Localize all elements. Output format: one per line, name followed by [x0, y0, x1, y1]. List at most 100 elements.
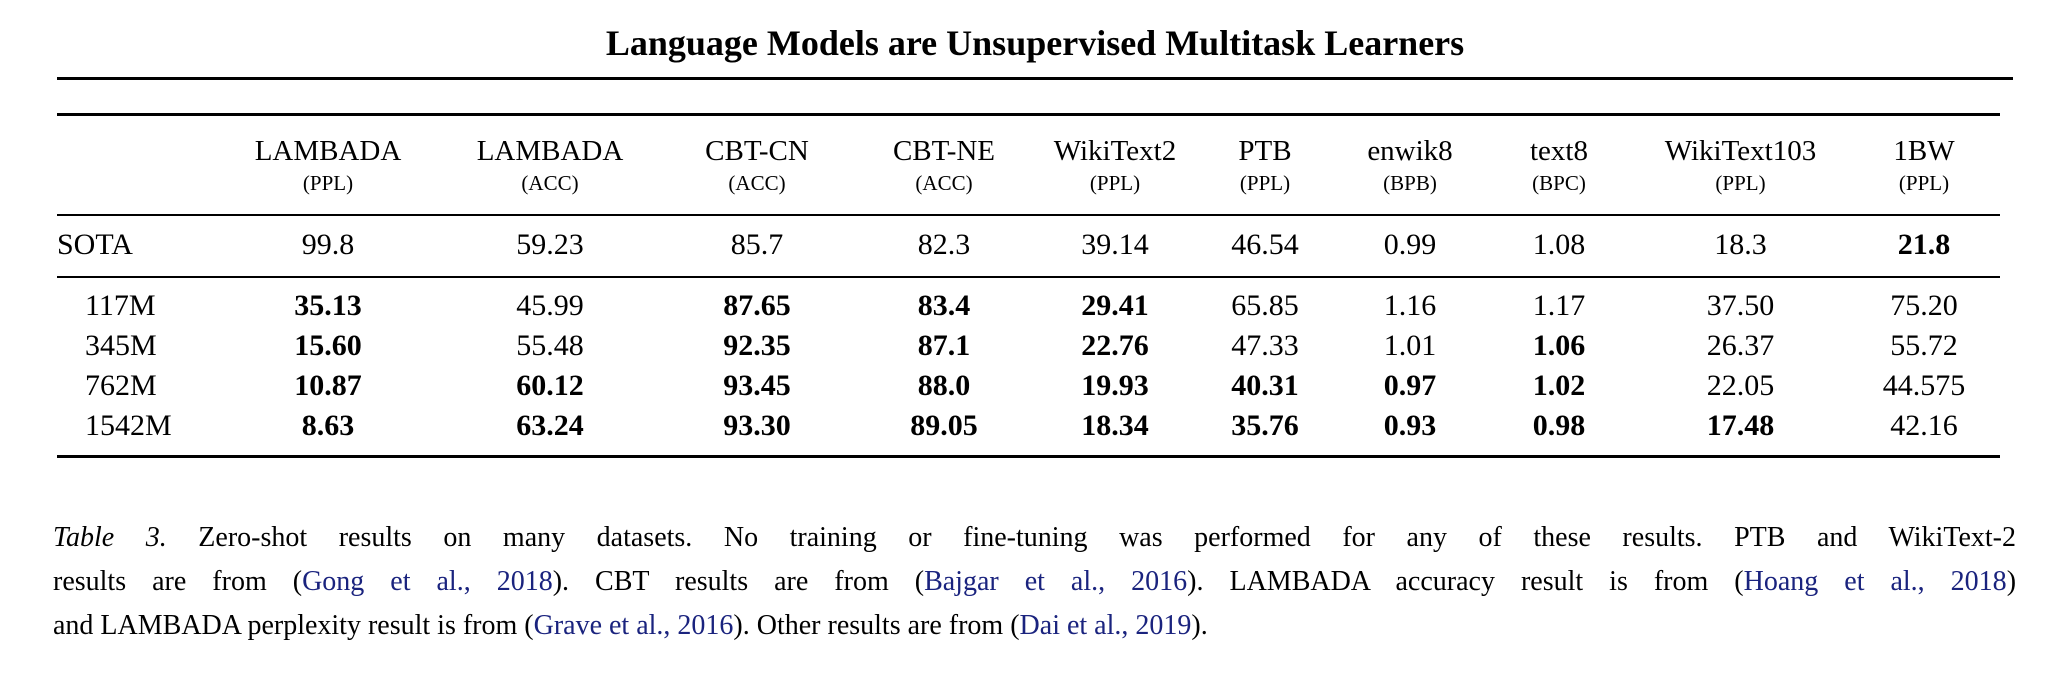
metric-value: 1.06 [1532, 329, 1586, 362]
citation-link[interactable]: Hoang et al., 2018 [1743, 566, 2007, 597]
caption-text: ) [2006, 566, 2017, 597]
metric-value: 59.23 [439, 215, 661, 278]
metric-value: 44.575 [1882, 369, 1966, 402]
column-unit: (PPL) [217, 168, 439, 216]
metric-value: 65.85 [1231, 289, 1299, 322]
column-header: 1BW [1893, 135, 1955, 167]
metric-value: 10.87 [294, 369, 362, 402]
metric-value: 37.50 [1706, 289, 1775, 322]
metric-value: 87.1 [917, 329, 971, 362]
citation-link[interactable]: Gong et al., 2018 [302, 566, 553, 597]
metric-value: 47.33 [1231, 329, 1299, 362]
title-divider-rule [57, 77, 2013, 80]
table-row: 117M 35.13 45.99 87.65 83.4 29.41 65.85 1.16 1.1… [57, 277, 2000, 326]
row-label: 345M [85, 329, 157, 362]
metric-value: 40.31 [1231, 369, 1299, 402]
column-header: enwik8 [1367, 135, 1453, 167]
metric-value: 83.4 [917, 289, 971, 322]
metric-value: 55.72 [1890, 329, 1958, 362]
column-header: WikiText103 [1664, 135, 1817, 167]
metric-value: 17.48 [1706, 409, 1775, 442]
caption-line: and LAMBADA perplexity result is from (G… [53, 604, 2016, 648]
metric-value: 0.99 [1335, 215, 1485, 278]
metric-value: 1.08 [1485, 215, 1633, 278]
column-unit: (BPB) [1335, 168, 1485, 216]
metric-value: 35.76 [1231, 409, 1299, 442]
metric-value: 18.3 [1633, 215, 1848, 278]
metric-value: 85.7 [661, 215, 853, 278]
column-unit: (PPL) [1035, 168, 1195, 216]
caption-text: ). [1191, 610, 1208, 641]
header-row-names: LAMBADA LAMBADA CBT-CN CBT-NE WikiText2 PTB en… [57, 115, 2000, 169]
column-unit: (PPL) [1633, 168, 1848, 216]
metric-value: 60.12 [516, 369, 584, 402]
column-unit: (BPC) [1485, 168, 1633, 216]
metric-value: 21.8 [1848, 215, 2000, 278]
column-header: LAMBADA [476, 135, 624, 167]
column-unit: (ACC) [853, 168, 1035, 216]
paper-title: Language Models are Unsupervised Multita… [605, 23, 1465, 63]
table-row: 762M 10.87 60.12 93.45 88.0 19.93 40.31 0.97 1.0… [57, 366, 2000, 406]
column-header: LAMBADA [254, 135, 402, 167]
header-row-units: (PPL) (ACC) (ACC) (ACC) (PPL) (PPL) (BPB) (BPC)… [57, 168, 2000, 216]
metric-value: 99.8 [217, 215, 439, 278]
column-header: CBT-NE [892, 135, 996, 167]
metric-value: 29.41 [1081, 289, 1149, 322]
metric-value: 1.17 [1532, 289, 1586, 322]
row-label: SOTA [57, 215, 217, 278]
column-unit: (ACC) [439, 168, 661, 216]
metric-value: 0.93 [1383, 409, 1437, 442]
metric-value: 39.14 [1035, 215, 1195, 278]
metric-value: 1.16 [1383, 289, 1437, 322]
row-label: 762M [85, 369, 157, 402]
caption-text: and LAMBADA perplexity result is from ( [53, 610, 534, 641]
caption-text: ). CBT results are from ( [552, 566, 925, 597]
caption-line: results are from (Gong et al., 2018). CB… [53, 560, 2016, 604]
metric-value: 88.0 [917, 369, 971, 402]
metric-value: 0.98 [1532, 409, 1586, 442]
metric-value: 55.48 [516, 329, 584, 362]
metric-value: 93.30 [723, 409, 791, 442]
row-label: 1542M [85, 409, 172, 442]
table-header: LAMBADA LAMBADA CBT-CN CBT-NE WikiText2 PTB en… [57, 115, 2000, 216]
column-unit: (ACC) [661, 168, 853, 216]
metric-value: 22.76 [1081, 329, 1149, 362]
caption-line: Table 3. Zero-shot results on many datas… [53, 516, 2016, 560]
metric-value: 8.63 [301, 409, 355, 442]
caption-text: ). LAMBADA accuracy result is from ( [1187, 566, 1744, 597]
citation-link[interactable]: Grave et al., 2016 [533, 610, 734, 641]
metric-value: 19.93 [1081, 369, 1149, 402]
metric-value: 1.01 [1383, 329, 1437, 362]
metric-value: 92.35 [723, 329, 791, 362]
metric-value: 26.37 [1706, 329, 1775, 362]
metric-value: 45.99 [516, 289, 584, 322]
citation-link[interactable]: Dai et al., 2019 [1019, 610, 1192, 641]
caption-text: Zero-shot results on many datasets. No t… [166, 522, 2016, 553]
citation-link[interactable]: Bajgar et al., 2016 [924, 566, 1188, 597]
row-label: 117M [85, 289, 156, 322]
metric-value: 22.05 [1706, 369, 1775, 402]
column-header: PTB [1238, 135, 1292, 167]
metric-value: 75.20 [1890, 289, 1958, 322]
column-header: text8 [1530, 135, 1588, 167]
sota-row: SOTA 99.8 59.23 85.7 82.3 39.14 46.54 0.99 1.08 1… [57, 215, 2000, 278]
caption-text: Table 3. [53, 522, 167, 553]
metric-value: 93.45 [723, 369, 791, 402]
caption-text: ). Other results are from ( [733, 610, 1020, 641]
column-header: WikiText2 [1053, 135, 1177, 167]
metric-value: 42.16 [1890, 409, 1958, 442]
sota-section: SOTA 99.8 59.23 85.7 82.3 39.14 46.54 0.99 1.08 1… [57, 215, 2000, 278]
metric-value: 35.13 [294, 289, 362, 322]
metric-value: 46.54 [1195, 215, 1335, 278]
metric-value: 89.05 [910, 409, 978, 442]
caption-text: results are from ( [53, 566, 303, 597]
table-row: 1542M 8.63 63.24 93.30 89.05 18.34 35.76 0.93 0.… [57, 406, 2000, 457]
column-header: CBT-CN [705, 135, 809, 167]
column-unit: (PPL) [1195, 168, 1335, 216]
model-rows-section: 117M 35.13 45.99 87.65 83.4 29.41 65.85 1.16 1.1… [57, 277, 2000, 457]
metric-value: 63.24 [516, 409, 584, 442]
table-caption: Table 3. Zero-shot results on many datas… [53, 516, 2016, 648]
column-header [57, 115, 217, 169]
zero-shot-results-table: LAMBADA LAMBADA CBT-CN CBT-NE WikiText2 PTB en… [57, 113, 2000, 458]
metric-value: 18.34 [1081, 409, 1149, 442]
